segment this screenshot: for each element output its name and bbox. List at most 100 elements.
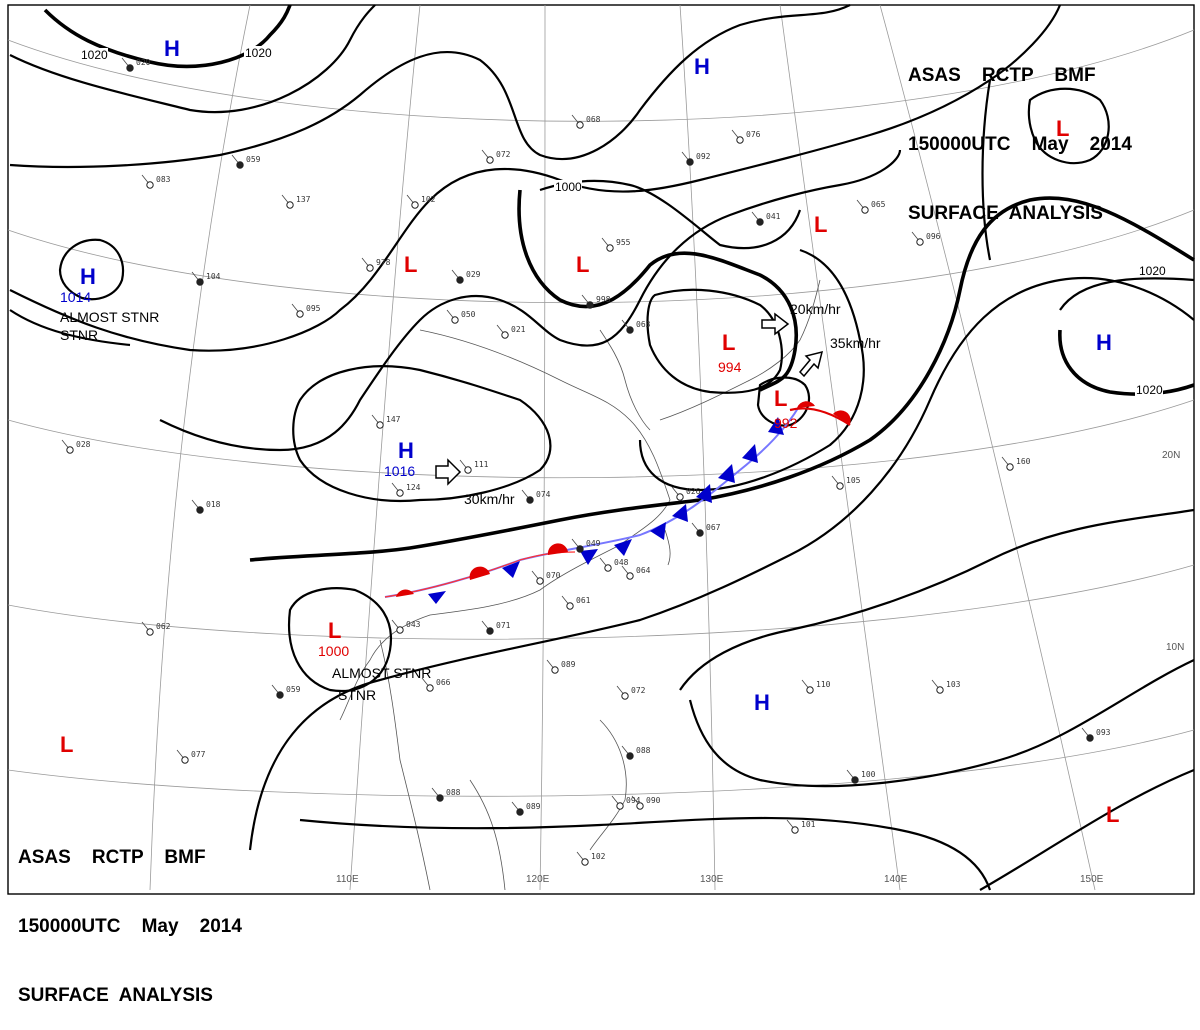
station-plot: 095 [291,303,321,318]
station-plot: 096 [911,231,941,246]
meridian-120e [539,4,546,891]
station-plot: 026 [671,486,701,501]
station-plot: 067 [691,522,721,537]
station-plot: 066 [421,677,451,692]
isobar-label: 1020 [81,48,108,62]
station-pressure: 093 [1096,728,1111,737]
pressure-value: 1016 [384,463,415,479]
station-pressure: 102 [591,852,606,861]
station-plot: 104 [191,271,221,286]
station-pressure: 095 [306,304,321,313]
station-circle-icon [1006,463,1014,471]
isobar-996 [646,288,783,394]
station-circle-icon [566,602,574,610]
korea-coast [599,329,651,431]
isobar-1014-high [58,238,125,301]
station-plot: 110 [801,679,831,694]
station-circle-icon [791,826,799,834]
station-circle-icon [396,489,404,497]
station-circle-icon [916,238,924,246]
station-plot: 092 [681,151,711,166]
station-plot: 101 [786,819,816,834]
station-pressure: 083 [156,175,171,184]
station-pressure: 089 [526,802,541,811]
station-plot: 018 [191,499,221,514]
isobar-1008 [9,4,1062,352]
station-plot: 071 [481,620,511,635]
station-pressure: 068 [586,115,601,124]
station-plot: 043 [391,619,421,634]
station-pressure: 088 [446,788,461,797]
station-pressure: 092 [696,152,711,161]
station-circle-icon [606,244,614,252]
station-circle-icon [806,686,814,694]
cold-front-mark [696,484,712,503]
station-pressure: 059 [246,155,261,164]
isobar-1012g [979,768,1195,891]
station-pressure: 074 [536,490,551,499]
station-circle-icon [851,776,859,784]
station-circle-icon [486,156,494,164]
station-pressure: 077 [191,750,206,759]
station-circle-icon [456,276,464,284]
isobar-labels: 1020 1020 1000 1020 1020 [80,46,1166,397]
station-pressure: 071 [496,621,511,630]
station-pressure: 070 [546,571,561,580]
station-plot: 103 [931,679,961,694]
station-plot: 021 [496,324,526,339]
station-pressure: 998 [596,295,611,304]
coastlines [339,279,821,891]
cold-front-mark [650,522,666,540]
station-pressure: 066 [436,678,451,687]
low-pressure-center: L [1056,116,1069,141]
warm-front-mark [469,566,490,580]
station-plot: 093 [1081,727,1111,742]
station-pressure: 088 [636,746,651,755]
station-pressure: 050 [461,310,476,319]
station-pressure: 124 [406,483,421,492]
movement-arrow-icon [435,458,462,486]
station-pressure: 061 [576,596,591,605]
low-pressure-center: L [328,618,341,643]
station-pressure: 059 [286,685,301,694]
station-plot: 090 [631,795,661,810]
almost-stnr-note: ALMOST STNR [332,665,431,681]
station-plot: 072 [481,149,511,164]
isobar-1020 [43,4,292,69]
station-pressure: 089 [561,660,576,669]
station-pressure: 062 [156,622,171,631]
isobar-label: 1020 [1139,264,1166,278]
station-pressure: 072 [496,150,511,159]
header-line: ASAS RCTP BMF [908,65,1096,86]
station-circle-icon [426,684,434,692]
header-top-right: ASAS RCTP BMF 150000UTC May 2014 SURFACE… [908,18,1132,248]
isobar-1012c [248,276,1195,851]
warm-front-mark [797,401,815,408]
lat-label: 20N [1162,450,1180,461]
station-circle-icon [396,626,404,634]
graticule-labels: 110E 120E 130E 140E 150E 20N 10N [336,450,1184,885]
isobar-1020d [1058,329,1195,396]
high-pressure-center: H [164,36,180,61]
high-pressure-center: H [1096,330,1112,355]
isobar-1004b [638,248,865,492]
low-pressure-center: L [1106,802,1119,827]
warm-front-line [789,407,851,426]
station-pressure: 160 [1016,457,1031,466]
philippines-coast [589,719,627,851]
station-circle-icon [436,794,444,802]
pressure-value: 1014 [60,289,91,305]
station-circle-icon [146,628,154,636]
warm-front-mark [547,543,568,555]
china-coast [339,329,671,721]
station-pressure: 048 [614,558,629,567]
warm-front-mark [833,410,851,424]
movement-arrow-icon [798,350,824,378]
almost-stnr-note: ALMOST STNR [60,309,159,325]
station-plot: 102 [576,851,606,866]
station-plot: 068 [571,114,601,129]
station-pressure: 049 [586,539,601,548]
isobar-label: 1000 [555,180,582,194]
station-plot: 088 [431,787,461,802]
station-circle-icon [66,446,74,454]
